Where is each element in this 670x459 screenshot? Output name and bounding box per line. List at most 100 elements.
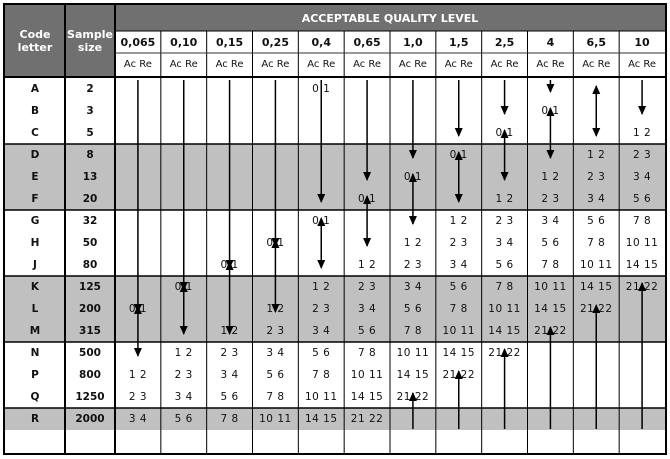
- code-letter: Q: [30, 391, 40, 403]
- sample-size: 200: [79, 303, 101, 315]
- code-letter: K: [30, 281, 40, 293]
- ac-re-value: 0 1: [357, 193, 377, 205]
- ac-re-value: 0 1: [220, 259, 239, 271]
- ac-re-value: 0 1: [495, 127, 514, 139]
- ac-re-value: 3 4: [403, 281, 423, 293]
- aql-level-header: 4: [527, 31, 574, 53]
- ac-re-value: 5 6: [403, 303, 423, 315]
- sample-size: 2000: [75, 413, 105, 425]
- ac-re-header: Ac Re: [481, 53, 528, 76]
- ac-re-value: 5 6: [632, 193, 652, 205]
- ac-re-value: 5 6: [357, 325, 377, 337]
- arrow-down-icon: [408, 216, 417, 225]
- aql-level-header: 1,0: [390, 31, 436, 53]
- ac-re-header: Ac Re: [573, 53, 620, 76]
- ac-re-value: 14 15: [534, 303, 567, 315]
- ac-re-header: Ac Re: [390, 53, 436, 76]
- ac-re-value: 7 8: [357, 347, 377, 359]
- ac-re-value: 2 3: [174, 369, 193, 381]
- arrow-down-icon: [500, 106, 509, 115]
- arrow-down-icon: [592, 128, 601, 137]
- ac-re-value: 5 6: [495, 259, 514, 271]
- ac-re-value: 14 15: [625, 259, 659, 271]
- code-letter-header: Code letter: [5, 5, 65, 76]
- arrow-down-icon: [179, 326, 188, 335]
- ac-re-value: 0 1: [541, 105, 560, 117]
- arrow-up-icon: [317, 217, 326, 226]
- ac-re-value: 10 11: [259, 413, 292, 425]
- arrow-down-icon: [546, 84, 555, 93]
- arrow-up-icon: [225, 261, 234, 270]
- ac-re-value: 21 22: [488, 347, 521, 359]
- ac-re-value: 1 2: [128, 369, 148, 381]
- sample-size: 20: [82, 193, 98, 205]
- ac-re-value: 21 22: [534, 325, 567, 337]
- ac-re-value: 5 6: [587, 215, 606, 227]
- ac-re-value: 3 4: [632, 171, 652, 183]
- ac-re-value: 1 2: [266, 303, 285, 315]
- ac-re-value: 1 2: [495, 193, 514, 205]
- ac-re-value: 2 3: [266, 325, 285, 337]
- row-group-band: [5, 408, 665, 430]
- arrow-up-icon: [546, 326, 555, 335]
- arrow-up-icon: [592, 304, 601, 313]
- arrow-up-icon: [454, 370, 463, 379]
- ac-re-value: 7 8: [495, 281, 514, 293]
- arrow-up-icon: [179, 283, 188, 292]
- ac-re-value: 10 11: [579, 259, 613, 271]
- arrow-down-icon: [500, 172, 509, 181]
- sample-size: 8: [86, 149, 94, 161]
- sample-size: 80: [82, 259, 98, 271]
- ac-re-value: 21 22: [442, 369, 476, 381]
- ac-re-header: Ac Re: [206, 53, 253, 76]
- ac-re-value: 3 4: [266, 347, 285, 359]
- ac-re-value: 2 3: [220, 347, 239, 359]
- code-letter: P: [31, 369, 39, 381]
- ac-re-value: 10 11: [534, 281, 567, 293]
- ac-re-value: 3 4: [449, 259, 468, 271]
- sample-size: 50: [82, 237, 98, 249]
- ac-re-value: 1 2: [403, 237, 423, 249]
- arrow-down-icon: [317, 260, 326, 269]
- sample-size: 1250: [75, 391, 105, 403]
- ac-re-value: 1 2: [632, 127, 652, 139]
- grid-lines-and-arrows: [5, 5, 665, 453]
- arrow-down-icon: [454, 128, 463, 137]
- ac-re-value: 10 11: [488, 303, 521, 315]
- arrow-down-icon: [225, 326, 234, 335]
- arrow-down-icon: [133, 348, 142, 357]
- arrow-up-icon: [500, 129, 509, 138]
- arrow-up-icon: [408, 392, 417, 401]
- aql-level-header: 6,5: [573, 31, 620, 53]
- ac-re-value: 7 8: [587, 237, 606, 249]
- ac-re-value: 7 8: [541, 259, 560, 271]
- sample-size: 315: [79, 325, 101, 337]
- ac-re-value: 1 2: [541, 171, 560, 183]
- ac-re-value: 7 8: [266, 391, 285, 403]
- ac-re-value: 1 2: [174, 347, 193, 359]
- ac-re-value: 2 3: [357, 281, 377, 293]
- aql-level-header: 1,5: [435, 31, 482, 53]
- ac-re-value: 2 3: [449, 237, 468, 249]
- ac-re-value: 2 3: [312, 303, 331, 315]
- arrow-up-icon: [133, 305, 142, 314]
- arrow-up-icon: [454, 151, 463, 160]
- ac-re-value: 3 4: [128, 413, 148, 425]
- arrow-up-icon: [592, 85, 601, 94]
- arrow-down-icon: [638, 106, 647, 115]
- ac-re-value: 3 4: [495, 237, 514, 249]
- ac-re-value: 1 2: [312, 281, 331, 293]
- arrow-up-icon: [546, 107, 555, 116]
- ac-re-value: 5 6: [174, 413, 193, 425]
- sample-size: 500: [79, 347, 101, 359]
- code-letter: M: [29, 325, 41, 337]
- arrow-up-icon: [638, 282, 647, 291]
- ac-re-value: 10 11: [304, 391, 338, 403]
- ac-re-value: 21 22: [625, 281, 659, 293]
- ac-re-header: Ac Re: [619, 53, 665, 76]
- code-letter: D: [30, 149, 40, 161]
- ac-re-header: Ac Re: [435, 53, 482, 76]
- aql-level-header: 10: [619, 31, 665, 53]
- ac-re-value: 5 6: [266, 369, 285, 381]
- ac-re-value: 7 8: [449, 303, 468, 315]
